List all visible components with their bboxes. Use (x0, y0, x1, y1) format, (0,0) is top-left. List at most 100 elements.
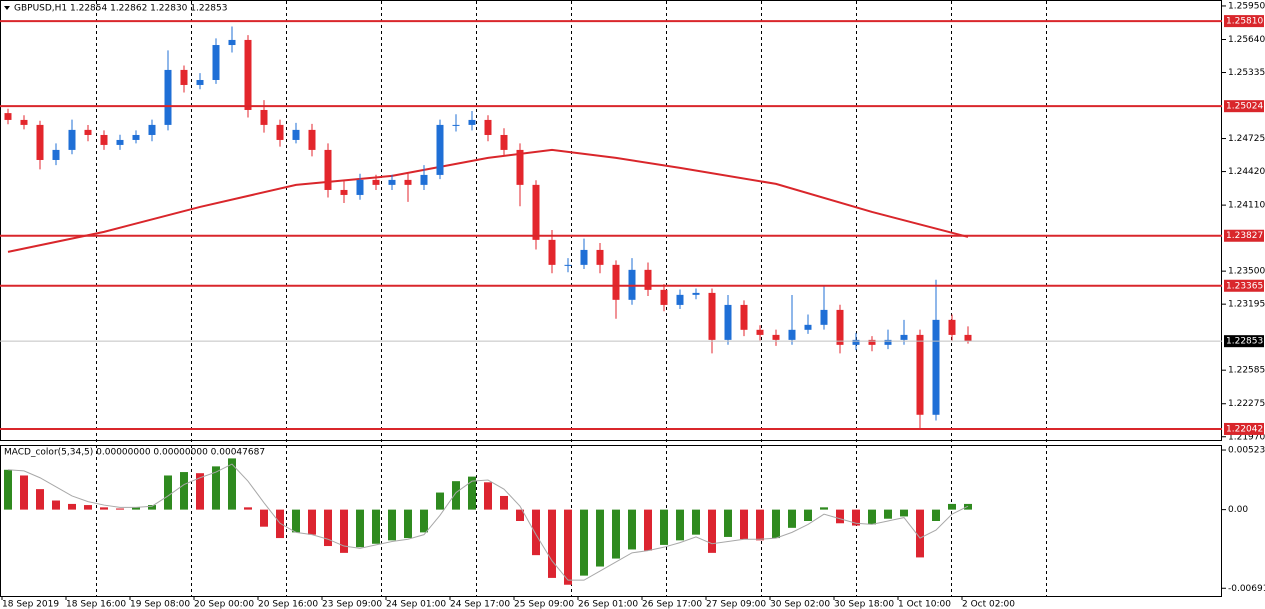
candle-body (292, 129, 300, 140)
macd-bar (388, 509, 396, 541)
candle-body (964, 334, 972, 342)
macd-bar (868, 509, 876, 525)
macd-bar (212, 466, 220, 510)
macd-bar (468, 476, 476, 510)
candle-body (884, 339, 892, 345)
macd-bar (372, 509, 380, 544)
candle-body (132, 134, 140, 140)
candle-body (532, 184, 540, 240)
level-label: 1.25024 (1226, 102, 1263, 112)
candle-body (692, 292, 700, 295)
macd-bar (308, 509, 316, 535)
candle-body (580, 249, 588, 265)
x-tick-label: 26 Sep 01:00 (578, 600, 638, 609)
y-tick-label: 1.24725 (1228, 134, 1265, 144)
level-label: 1.22042 (1226, 424, 1263, 434)
x-tick-label: 23 Sep 09:00 (322, 600, 382, 609)
candle-body (452, 124, 460, 126)
candle-body (916, 334, 924, 415)
y-tick-label: 0.005236 (1228, 446, 1265, 456)
macd-bar (564, 509, 572, 585)
macd-bar (676, 509, 684, 541)
macd-bar (724, 509, 732, 537)
candle-body (500, 134, 508, 150)
macd-bar (964, 503, 972, 510)
candle-body (228, 39, 236, 46)
macd-bar (580, 509, 588, 576)
candle-body (420, 174, 428, 185)
macd-bar (740, 509, 748, 540)
x-tick-label: 2 Oct 02:00 (962, 600, 1015, 609)
candle-body (68, 129, 76, 150)
candle-body (4, 113, 12, 120)
candle-body (932, 319, 940, 415)
candle-body (324, 149, 332, 190)
candle-body (404, 179, 412, 185)
last-price-box (1224, 335, 1264, 348)
candle-body (548, 239, 556, 265)
macd-bar (404, 509, 412, 539)
macd-bar (852, 509, 860, 526)
macd-bar (820, 507, 828, 510)
macd-bar (516, 509, 524, 521)
level-label: 1.25810 (1226, 17, 1263, 27)
candle-body (20, 119, 28, 125)
macd-bar (292, 509, 300, 533)
x-tick-label: 18 Sep 16:00 (66, 600, 126, 609)
macd-bar (148, 505, 156, 510)
level-label: 1.23365 (1226, 281, 1263, 291)
x-tick-label: 24 Sep 17:00 (450, 600, 510, 609)
x-tick-label: 26 Sep 17:00 (642, 600, 702, 609)
y-tick-label: 1.24110 (1228, 201, 1265, 211)
candle-body (148, 124, 156, 135)
candle-body (788, 329, 796, 340)
candle-body (708, 292, 716, 340)
y-tick-label: -0.00691 (1228, 584, 1265, 594)
macd-bar (772, 509, 780, 539)
y-tick-label: 1.25950 (1228, 1, 1265, 11)
candle-body (468, 119, 476, 125)
candle-body (596, 249, 604, 265)
candle-body (740, 304, 748, 330)
macd-bar (612, 509, 620, 559)
macd-bar (836, 509, 844, 524)
symbol-header: GBPUSD,H1 1.22854 1.22862 1.22830 1.2285… (14, 4, 227, 14)
candle-body (180, 69, 188, 85)
y-tick-label: 1.23500 (1228, 267, 1265, 277)
candle-body (484, 119, 492, 135)
candle-body (772, 334, 780, 340)
macd-bar (916, 509, 924, 558)
y-tick-label: 1.22275 (1228, 399, 1265, 409)
candle-body (868, 339, 876, 345)
candle-body (36, 124, 44, 160)
macd-bar (900, 509, 908, 517)
macd-bar (628, 509, 636, 550)
macd-bar (548, 509, 556, 578)
menu-arrow[interactable] (4, 6, 10, 10)
macd-panel (0, 445, 1222, 597)
candle-body (948, 319, 956, 335)
macd-bar (788, 509, 796, 528)
macd-bar (884, 509, 892, 519)
candle-body (164, 69, 172, 125)
macd-bar (804, 509, 812, 521)
macd-bar (260, 509, 268, 527)
y-tick-label: 1.25640 (1228, 35, 1265, 45)
macd-bar (932, 509, 940, 521)
y-tick-label: 1.22585 (1228, 366, 1265, 376)
x-tick-label: 20 Sep 00:00 (194, 600, 254, 609)
candle-body (804, 324, 812, 330)
macd-bar (452, 481, 460, 510)
macd-bar (692, 509, 700, 535)
x-tick-label: 19 Sep 08:00 (130, 600, 190, 609)
macd-bar (596, 509, 604, 567)
macd-bar (356, 509, 364, 548)
candle-body (676, 294, 684, 305)
x-tick-label: 20 Sep 16:00 (258, 600, 318, 609)
candle-body (260, 109, 268, 125)
macd-bar (68, 503, 76, 510)
candle-body (84, 129, 92, 135)
level-label-box (1224, 100, 1264, 113)
candle-body (644, 269, 652, 290)
candle-body (388, 179, 396, 185)
